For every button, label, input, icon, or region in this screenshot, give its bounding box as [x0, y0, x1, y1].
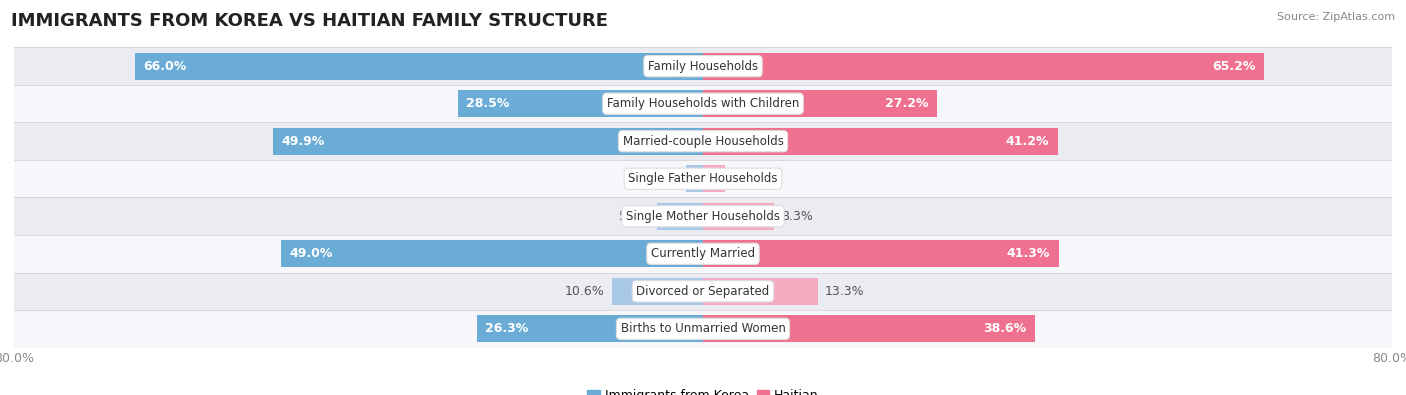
Text: 66.0%: 66.0% [143, 60, 187, 73]
Text: 2.6%: 2.6% [733, 172, 763, 185]
Bar [703, 278, 817, 305]
Text: 13.3%: 13.3% [824, 285, 865, 298]
Bar [703, 165, 725, 192]
Text: 5.3%: 5.3% [619, 210, 651, 223]
Text: 2.0%: 2.0% [647, 172, 679, 185]
Text: 41.3%: 41.3% [1007, 247, 1050, 260]
Text: 27.2%: 27.2% [886, 97, 928, 110]
Text: Family Households with Children: Family Households with Children [607, 97, 799, 110]
Bar [14, 85, 1392, 122]
Bar [703, 128, 1057, 155]
Text: Divorced or Separated: Divorced or Separated [637, 285, 769, 298]
Bar [14, 198, 1392, 235]
Bar [658, 203, 703, 230]
Text: 49.9%: 49.9% [281, 135, 325, 148]
Legend: Immigrants from Korea, Haitian: Immigrants from Korea, Haitian [582, 384, 824, 395]
Text: 65.2%: 65.2% [1212, 60, 1256, 73]
Text: Single Father Households: Single Father Households [628, 172, 778, 185]
Text: Single Mother Households: Single Mother Households [626, 210, 780, 223]
Text: Births to Unmarried Women: Births to Unmarried Women [620, 322, 786, 335]
Bar [703, 90, 938, 117]
Bar [14, 47, 1392, 85]
Bar [273, 128, 703, 155]
Bar [703, 203, 775, 230]
Bar [14, 160, 1392, 198]
Text: IMMIGRANTS FROM KOREA VS HAITIAN FAMILY STRUCTURE: IMMIGRANTS FROM KOREA VS HAITIAN FAMILY … [11, 12, 609, 30]
Text: 8.3%: 8.3% [782, 210, 813, 223]
Bar [14, 235, 1392, 273]
Bar [281, 240, 703, 267]
Text: 10.6%: 10.6% [565, 285, 605, 298]
Bar [477, 315, 703, 342]
Text: Currently Married: Currently Married [651, 247, 755, 260]
Text: 28.5%: 28.5% [467, 97, 509, 110]
Bar [14, 122, 1392, 160]
Bar [14, 310, 1392, 348]
Text: 38.6%: 38.6% [984, 322, 1026, 335]
Bar [703, 315, 1035, 342]
Bar [703, 240, 1059, 267]
Text: 26.3%: 26.3% [485, 322, 529, 335]
Text: Source: ZipAtlas.com: Source: ZipAtlas.com [1277, 12, 1395, 22]
Bar [14, 273, 1392, 310]
Text: 41.2%: 41.2% [1005, 135, 1049, 148]
Text: Family Households: Family Households [648, 60, 758, 73]
Bar [135, 53, 703, 80]
Text: Married-couple Households: Married-couple Households [623, 135, 783, 148]
Bar [703, 53, 1264, 80]
Bar [457, 90, 703, 117]
Bar [686, 165, 703, 192]
Bar [612, 278, 703, 305]
Text: 49.0%: 49.0% [290, 247, 333, 260]
